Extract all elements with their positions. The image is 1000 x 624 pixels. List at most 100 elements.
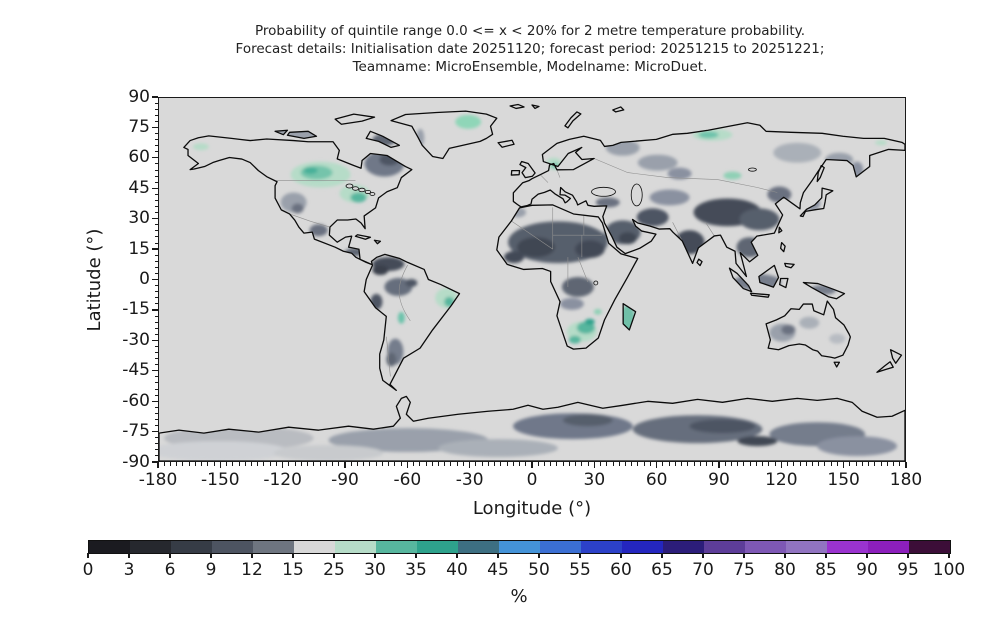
x-minor-tick <box>188 462 190 466</box>
x-minor-tick <box>481 462 483 466</box>
x-minor-tick <box>849 462 851 466</box>
y-minor-tick <box>154 260 158 262</box>
x-minor-tick <box>232 462 234 466</box>
colorbar-tick-label: 75 <box>733 560 755 580</box>
x-minor-tick <box>425 462 427 466</box>
y-major-tick <box>152 400 158 402</box>
colorbar-segment <box>212 541 253 553</box>
x-minor-tick <box>737 462 739 466</box>
x-minor-tick <box>568 462 570 466</box>
x-minor-tick <box>861 462 863 466</box>
x-tick-label: -60 <box>393 470 422 490</box>
y-minor-tick <box>154 145 158 147</box>
colorbar-segment <box>335 541 376 553</box>
colorbar-tick <box>497 553 499 558</box>
colorbar-segment <box>499 541 540 553</box>
x-minor-tick <box>818 462 820 466</box>
x-minor-tick <box>749 462 751 466</box>
x-minor-tick <box>693 462 695 466</box>
x-minor-tick <box>681 462 683 466</box>
x-minor-tick <box>606 462 608 466</box>
y-minor-tick <box>154 394 158 396</box>
y-minor-tick <box>154 254 158 256</box>
x-minor-tick <box>257 462 259 466</box>
x-minor-tick <box>625 462 626 466</box>
colorbar-segment <box>540 541 581 553</box>
x-minor-tick <box>893 462 895 466</box>
chart-title-line-1: Probability of quintile range 0.0 <= x <… <box>254 23 806 39</box>
x-minor-tick <box>307 462 309 466</box>
x-major-tick <box>905 462 907 468</box>
x-minor-tick <box>643 462 645 466</box>
y-tick-label: 60 <box>128 147 150 168</box>
y-tick-label: 75 <box>128 116 150 137</box>
x-minor-tick <box>263 462 265 466</box>
colorbar-tick-label: 60 <box>610 560 632 580</box>
colorbar-tick <box>210 553 212 558</box>
x-minor-tick <box>556 462 558 466</box>
colorbar-tick-label: 3 <box>123 560 135 580</box>
x-minor-tick <box>730 462 732 466</box>
colorbar-tick <box>579 553 581 558</box>
x-minor-tick <box>868 462 870 466</box>
y-minor-tick <box>154 297 158 299</box>
y-major-tick <box>152 187 158 189</box>
y-minor-tick <box>154 382 158 384</box>
y-minor-tick <box>154 443 158 445</box>
x-minor-tick <box>500 462 502 466</box>
colorbar-segment <box>417 541 458 553</box>
x-minor-tick <box>581 462 583 466</box>
antarctica-contour-patches <box>159 413 898 461</box>
x-minor-tick <box>631 462 633 466</box>
colorbar-segment <box>171 541 212 553</box>
x-minor-tick <box>724 462 726 466</box>
y-major-tick <box>152 430 158 433</box>
y-major-tick <box>152 339 158 341</box>
colorbar-segment <box>581 541 622 553</box>
colorbar-tick-label: 80 <box>774 560 796 580</box>
y-minor-tick <box>154 376 158 378</box>
x-minor-tick <box>836 462 838 466</box>
world-map <box>159 98 905 461</box>
x-tick-label: -150 <box>201 470 240 490</box>
y-minor-tick <box>154 321 158 323</box>
colorbar-segment <box>827 541 868 553</box>
colorbar-tick-label: 95 <box>897 560 919 580</box>
y-minor-tick <box>154 364 158 366</box>
x-major-tick <box>282 462 284 468</box>
x-minor-tick <box>388 462 390 466</box>
x-minor-tick <box>706 462 708 466</box>
colorbar-tick-label: 70 <box>692 560 714 580</box>
x-tick-label: 90 <box>708 470 730 490</box>
x-minor-tick <box>768 462 770 466</box>
x-minor-tick <box>338 462 340 466</box>
x-minor-tick <box>169 462 171 466</box>
colorbar-tick-label: 85 <box>815 560 837 580</box>
x-minor-tick <box>275 462 277 466</box>
x-minor-tick <box>537 462 539 466</box>
y-minor-tick <box>154 212 158 214</box>
colorbar-tick <box>661 553 663 558</box>
x-minor-tick <box>201 462 203 466</box>
x-minor-tick <box>450 462 452 466</box>
colorbar-segment <box>458 541 499 553</box>
y-tick-label: -75 <box>122 421 150 442</box>
colorbar-tick <box>866 553 868 558</box>
y-minor-tick <box>154 230 158 232</box>
x-minor-tick <box>587 462 589 466</box>
colorbar-tick <box>743 553 745 558</box>
y-minor-tick <box>154 199 158 201</box>
y-minor-tick <box>154 151 158 153</box>
x-minor-tick <box>880 462 882 466</box>
y-minor-tick <box>154 163 158 165</box>
x-minor-tick <box>618 462 620 466</box>
colorbar-segment <box>909 541 950 553</box>
x-minor-tick <box>356 462 358 466</box>
x-minor-tick <box>350 462 352 466</box>
colorbar-tick <box>538 553 540 558</box>
x-minor-tick <box>332 462 334 466</box>
colorbar-segment <box>745 541 786 553</box>
x-minor-tick <box>550 462 552 466</box>
x-minor-tick <box>182 462 184 466</box>
